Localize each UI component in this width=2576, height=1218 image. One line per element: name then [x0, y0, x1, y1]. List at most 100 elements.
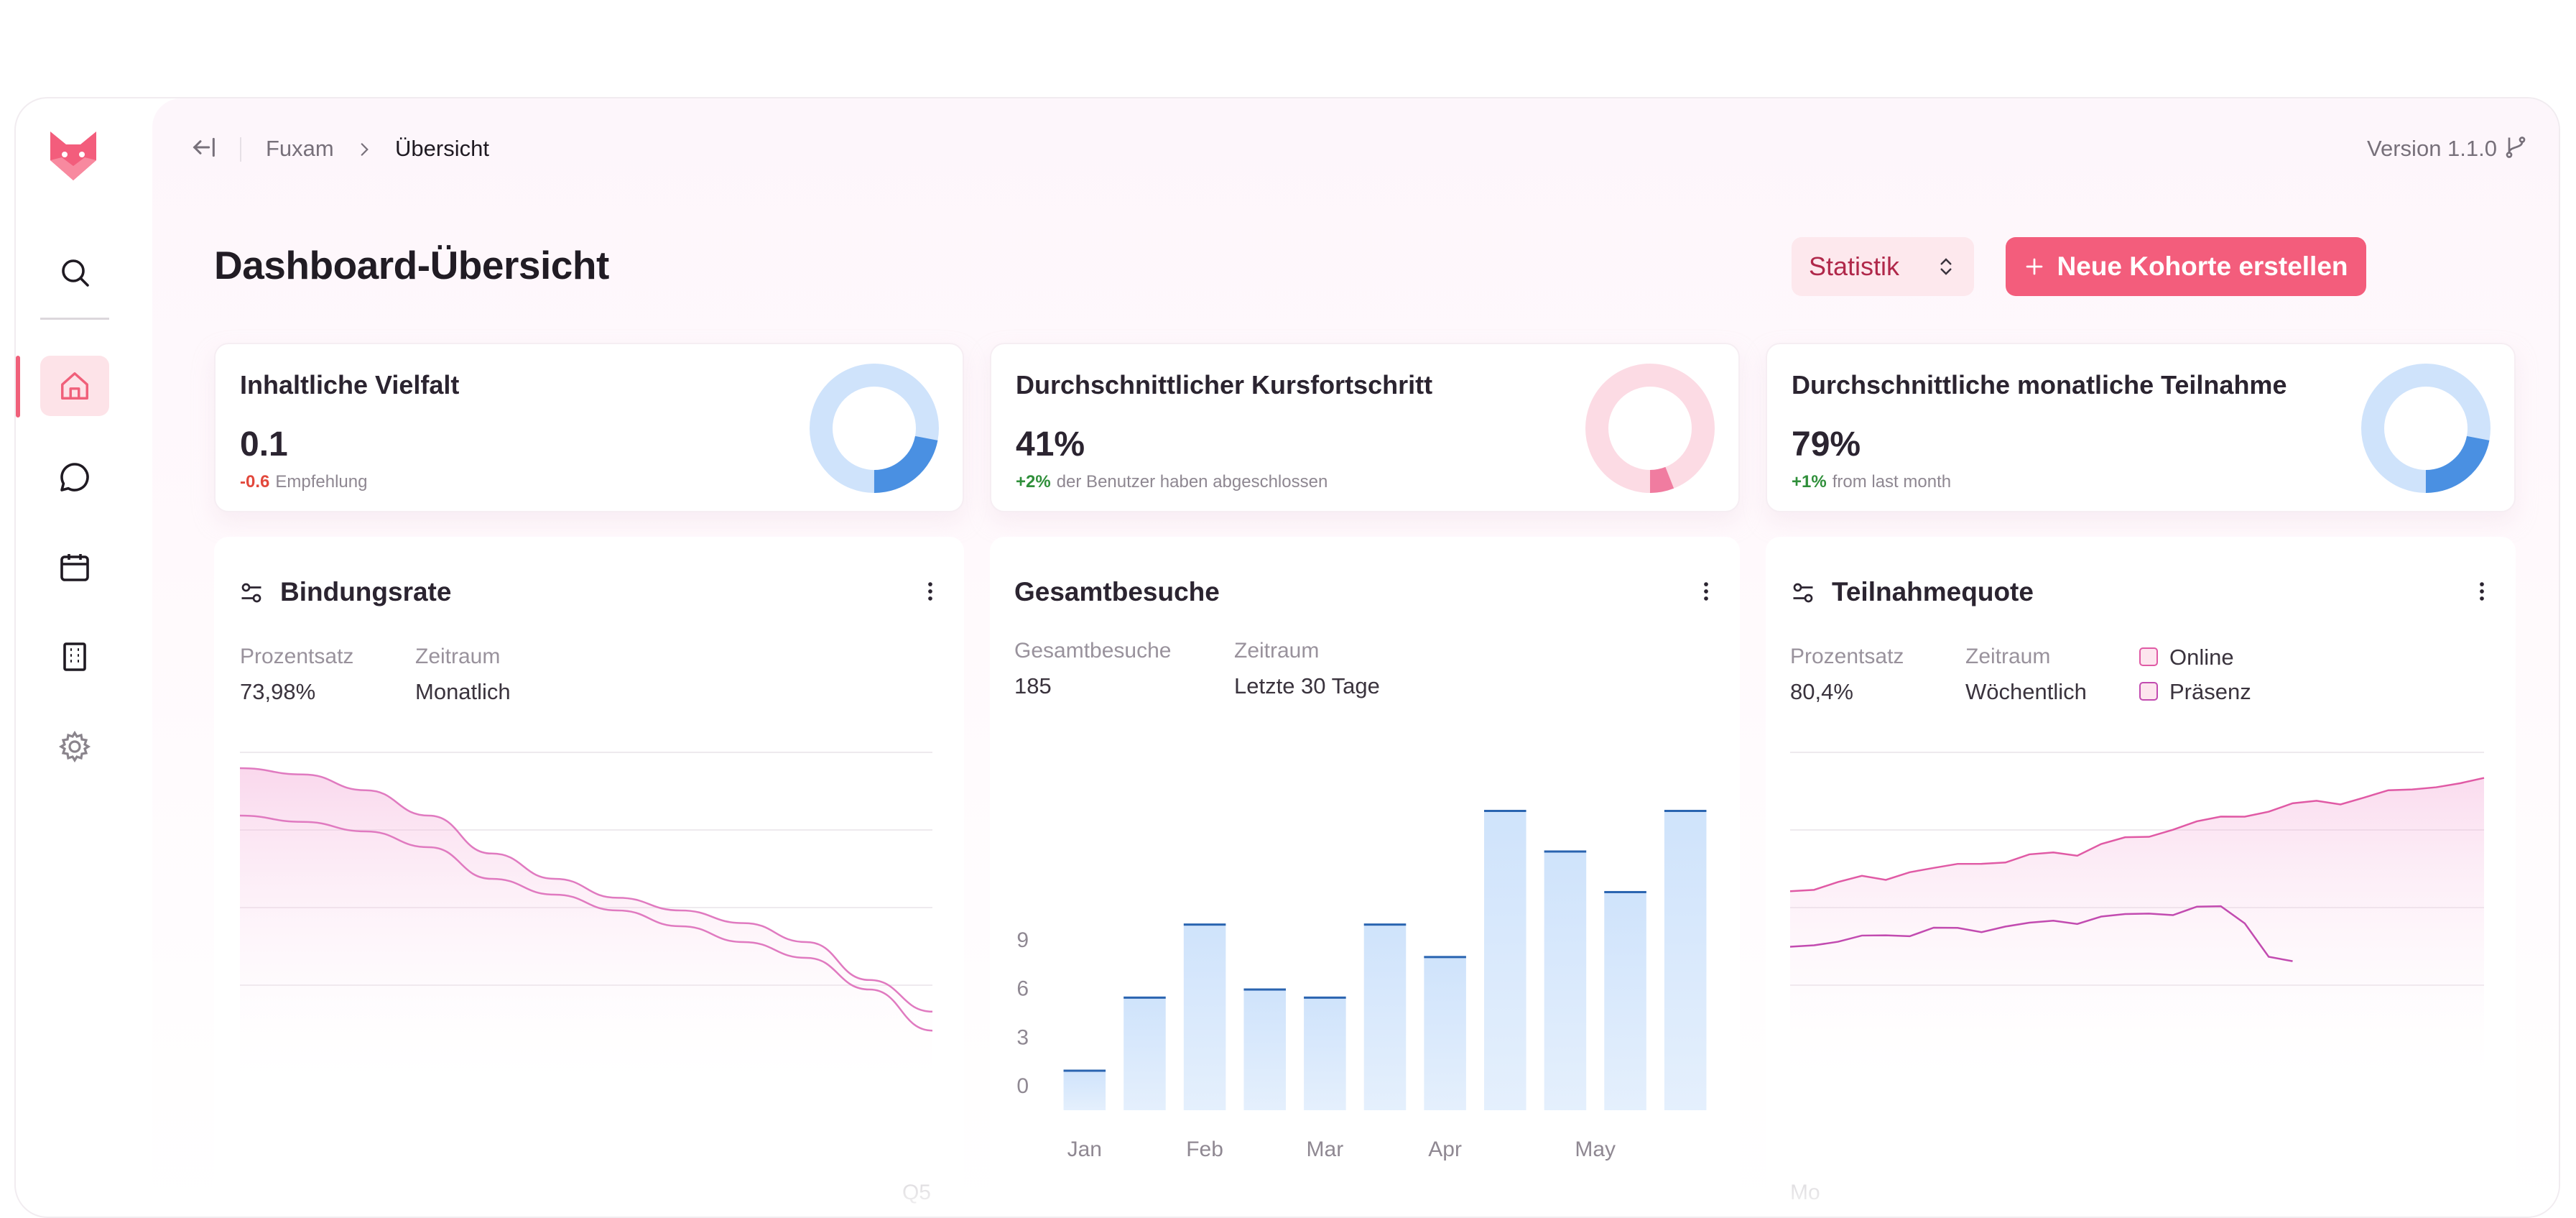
- bar-cap: [1664, 810, 1707, 812]
- kpi-sub-label: Empfehlung: [275, 472, 368, 492]
- donut-arc: [1585, 364, 1715, 493]
- bar: [1484, 810, 1526, 1110]
- sidebar: [16, 98, 145, 1217]
- breadcrumb-current: Übersicht: [395, 136, 489, 161]
- x-tick-label: Mo: [1790, 1181, 1820, 1204]
- participation-chart: Mo: [1789, 752, 2485, 1204]
- view-select-value: Statistik: [1809, 252, 1900, 281]
- kpi-value: 41%: [1016, 425, 1085, 463]
- git-branch-icon[interactable]: [2503, 134, 2529, 164]
- page-title: Dashboard-Übersicht: [214, 243, 609, 287]
- new-cohort-button[interactable]: Neue Kohorte erstellen: [2006, 237, 2366, 296]
- main-content: Fuxam Übersicht Version 1.1.0 Dashboard-…: [152, 98, 2559, 1217]
- meta-value: 73,98%: [240, 679, 316, 704]
- donut-arc: [810, 364, 939, 493]
- kpi-delta: +2%: [1016, 472, 1051, 492]
- kpi-subtext: +2% der Benutzer haben abgeschlossen: [1016, 472, 1328, 492]
- card-title: Teilnahmequote: [1832, 577, 2034, 606]
- meta-label: Zeitraum: [1234, 639, 1320, 663]
- bar-cap: [1183, 923, 1226, 926]
- visits-bar-chart: 0 3 6 9 Jan Feb Mar Apr May: [1016, 810, 1707, 1161]
- meta-label: Zeitraum: [1965, 645, 2051, 668]
- kpi-value: 0.1: [240, 425, 288, 463]
- series-line: [1789, 777, 2485, 892]
- legend-online-swatch[interactable]: [2139, 647, 2158, 666]
- sidebar-item-search[interactable]: [40, 242, 109, 303]
- collapse-sidebar-icon[interactable]: [190, 133, 218, 165]
- area-fill: [240, 768, 932, 1097]
- top-bar: Fuxam Übersicht Version 1.1.0: [152, 98, 2559, 199]
- kpi-subtext: -0.6 Empfehlung: [240, 472, 367, 492]
- chevron-right-icon: [355, 139, 374, 164]
- topbar-divider: [240, 137, 241, 162]
- sidebar-item-settings[interactable]: [40, 716, 109, 777]
- sidebar-divider: [40, 318, 109, 320]
- meta-label: Zeitraum: [415, 645, 501, 668]
- bar-cap: [1484, 810, 1526, 812]
- bar: [1183, 923, 1226, 1110]
- bar-cap: [1544, 850, 1587, 853]
- bar: [1664, 810, 1707, 1110]
- bar-cap: [1304, 996, 1346, 999]
- kpi-title: Inhaltliche Vielfalt: [240, 370, 460, 400]
- building-icon: [63, 642, 86, 671]
- donut-chart: [810, 364, 939, 493]
- bar: [1363, 923, 1407, 1110]
- plus-icon: [2026, 258, 2043, 275]
- version-label: Version 1.1.0: [2367, 136, 2497, 161]
- kpi-title: Durchschnittliche monatliche Teilnahme: [1792, 370, 2287, 400]
- series-line: [239, 814, 933, 1032]
- retention-card: Bindungsrate Prozentsatz 73,98% Zeitraum…: [214, 537, 964, 1217]
- chat-icon: [60, 463, 89, 492]
- kpi-sub-label: from last month: [1832, 472, 1952, 492]
- x-tick-label: Mar: [1307, 1138, 1344, 1161]
- sidebar-item-home[interactable]: [40, 356, 109, 416]
- x-tick-label: Apr: [1428, 1138, 1462, 1161]
- x-tick-label: May: [1575, 1138, 1616, 1161]
- legend-presence-swatch[interactable]: [2139, 682, 2158, 701]
- meta-value: 80,4%: [1790, 679, 1853, 704]
- kpi-card-course-progress: Durchschnittlicher Kursfortschritt 41% +…: [990, 343, 1740, 512]
- donut-chart: [2361, 364, 2491, 493]
- fox-logo-icon[interactable]: [45, 127, 102, 185]
- view-select[interactable]: Statistik: [1792, 237, 1974, 296]
- more-options-icon[interactable]: [1694, 577, 1718, 609]
- bar-cap: [1063, 1069, 1106, 1072]
- donut-chart: [1585, 364, 1715, 493]
- more-options-icon[interactable]: [918, 577, 942, 609]
- meta-label: Gesamtbesuche: [1014, 639, 1172, 663]
- search-icon: [62, 259, 89, 287]
- bar: [1304, 996, 1346, 1110]
- sidebar-item-organization[interactable]: [40, 627, 109, 687]
- calendar-icon: [60, 554, 89, 581]
- meta-value: Letzte 30 Tage: [1234, 673, 1380, 698]
- retention-chart: Q5: [239, 752, 933, 1204]
- y-tick-label: 0: [1016, 1074, 1029, 1098]
- series-line: [1789, 905, 2293, 962]
- sliders-icon: [238, 580, 264, 609]
- bar: [1243, 988, 1286, 1110]
- area-fill: [1790, 778, 2484, 1097]
- meta-value: 185: [1014, 673, 1052, 698]
- new-cohort-label: Neue Kohorte erstellen: [2057, 252, 2348, 281]
- breadcrumb-parent[interactable]: Fuxam: [266, 136, 334, 161]
- sidebar-item-calendar[interactable]: [40, 537, 109, 597]
- bar: [1544, 850, 1587, 1110]
- participation-card: Teilnahmequote Prozentsatz 80,4% Zeitrau…: [1766, 537, 2516, 1217]
- chevron-up-down-icon: [1935, 254, 1957, 285]
- legend-presence-label: Präsenz: [2169, 679, 2251, 704]
- meta-label: Prozentsatz: [1790, 645, 1904, 668]
- active-indicator: [16, 356, 20, 417]
- bar-cap: [1243, 988, 1286, 991]
- more-options-icon[interactable]: [2470, 577, 2494, 609]
- bar-cap: [1604, 890, 1646, 893]
- kpi-delta: -0.6: [240, 472, 270, 492]
- home-icon: [61, 372, 88, 400]
- y-tick-label: 6: [1016, 977, 1029, 1001]
- donut-track: [1585, 364, 1715, 493]
- sliders-icon: [1790, 580, 1816, 609]
- meta-label: Prozentsatz: [240, 645, 354, 668]
- kpi-sub-label: der Benutzer haben abgeschlossen: [1056, 472, 1328, 492]
- bar: [1123, 996, 1166, 1110]
- sidebar-item-messages[interactable]: [40, 447, 109, 507]
